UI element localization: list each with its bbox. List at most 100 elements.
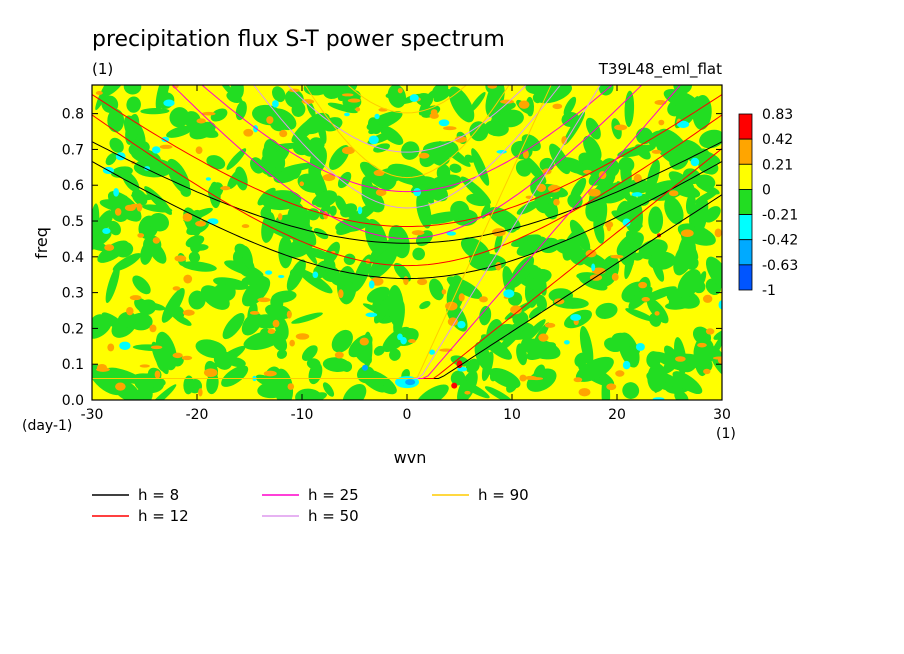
colorbar-label: 0 — [762, 182, 771, 198]
field-patch-positive — [397, 87, 403, 94]
field-patch-strong-negative — [677, 120, 690, 128]
field-patch-negative — [301, 345, 318, 361]
field-patch-negative — [92, 364, 124, 396]
field-patch-positive — [183, 274, 193, 284]
field-patch-negative — [628, 286, 653, 310]
y-tick-label: 0.3 — [62, 286, 84, 302]
field-patch-negative — [469, 121, 489, 142]
field-patch-negative — [401, 141, 420, 160]
field-patch-positive — [441, 289, 447, 295]
field-patch-negative — [598, 85, 614, 96]
field-patch-negative — [322, 382, 335, 397]
field-patch-positive — [181, 355, 193, 361]
field-patch-positive — [544, 322, 556, 328]
y-unit-label: (day-1) — [22, 418, 72, 434]
field-patch-positive — [654, 99, 667, 106]
field-patch-negative — [306, 358, 321, 370]
field-patch-negative — [359, 371, 386, 393]
field-patch-negative — [107, 108, 125, 133]
field-patch-positive — [149, 324, 157, 333]
field-patch-negative — [291, 312, 323, 324]
field-patch-positive — [573, 377, 583, 383]
field-patch-negative — [585, 117, 601, 140]
field-patch-negative — [241, 245, 253, 269]
field-patch-negative — [368, 124, 383, 135]
field-patch-positive — [606, 383, 617, 391]
field-anomaly — [405, 379, 416, 386]
field-patch-negative — [212, 283, 231, 302]
field-patch-negative — [656, 139, 686, 166]
field-patch-positive — [561, 136, 568, 145]
field-patch-negative — [579, 325, 594, 367]
field-patch-strong-negative — [690, 157, 700, 167]
field-patch-negative — [213, 345, 246, 368]
field-patch-strong-negative — [652, 397, 665, 400]
field-patch-positive — [614, 124, 628, 131]
field-patch-negative — [453, 377, 490, 399]
field-patch-negative — [705, 256, 722, 290]
field-patch-negative — [192, 244, 209, 251]
x-tick-label: 20 — [608, 407, 626, 423]
field-patch-negative — [257, 187, 276, 206]
field-patch-positive — [458, 293, 465, 302]
field-patch-strong-negative — [151, 146, 161, 154]
field-patch-negative — [291, 101, 306, 117]
field-patch-positive — [341, 146, 355, 155]
field-patch-negative — [446, 276, 483, 299]
field-patch-strong-negative — [635, 342, 645, 351]
field-patch-strong-negative — [365, 312, 378, 318]
field-patch-strong-negative — [207, 218, 219, 225]
dispersion-curves — [92, 85, 722, 379]
field-patch-positive — [139, 364, 150, 368]
field-patch-negative — [575, 356, 614, 382]
field-patch-negative — [327, 102, 358, 114]
field-patch-negative — [331, 85, 350, 98]
field-patch-negative — [188, 251, 201, 263]
field-patch-positive — [442, 126, 457, 131]
field-patch-negative — [352, 254, 372, 292]
field-patch-negative — [616, 232, 644, 258]
field-patch-negative — [276, 349, 288, 359]
field-patch-negative — [489, 367, 521, 389]
field-patch-negative — [689, 148, 721, 164]
field-patch-positive — [152, 237, 161, 244]
field-patch-negative — [92, 215, 113, 243]
field-patch-positive — [338, 289, 344, 299]
field-patch-negative — [92, 314, 110, 335]
y-tick-label: 0.5 — [62, 214, 84, 230]
field-patch-strong-negative — [312, 271, 319, 279]
field-patch-positive — [154, 370, 161, 379]
field-patch-positive — [196, 118, 206, 124]
field-patch-positive — [418, 152, 430, 159]
colorbar-swatch — [738, 239, 753, 266]
field-patch-positive — [322, 174, 336, 182]
field-patch-positive — [249, 310, 260, 315]
field-patch-strong-negative — [622, 360, 631, 370]
colorbar-label: 0.42 — [762, 132, 793, 148]
field-patch-positive — [654, 311, 660, 316]
colorbar-swatch — [738, 113, 753, 140]
field-patch-positive — [266, 116, 274, 124]
field-patch-negative — [331, 329, 353, 353]
field-patch-negative — [563, 96, 577, 116]
field-patch-negative — [161, 287, 185, 323]
field-patch-negative — [387, 163, 427, 186]
legend-label: h = 90 — [478, 486, 529, 504]
field-patch-positive — [553, 198, 560, 206]
field-patch-negative — [595, 302, 618, 319]
field-patch-negative — [105, 152, 117, 166]
field-patch-positive — [518, 100, 530, 109]
field-patch-negative — [626, 179, 652, 194]
dispersion-curve — [287, 85, 528, 153]
field-patch-negative — [569, 219, 591, 252]
field-patch-negative — [373, 345, 385, 356]
field-patch-negative — [270, 331, 288, 352]
field-patch-negative — [674, 390, 689, 400]
field-patch-positive — [182, 212, 193, 222]
field-patch-positive — [104, 244, 115, 251]
field-patch-negative — [468, 91, 486, 113]
field-patch-negative — [471, 148, 490, 186]
field-patch-positive — [547, 184, 561, 193]
field-patch-positive — [286, 310, 292, 319]
field-patch-negative — [213, 277, 249, 290]
